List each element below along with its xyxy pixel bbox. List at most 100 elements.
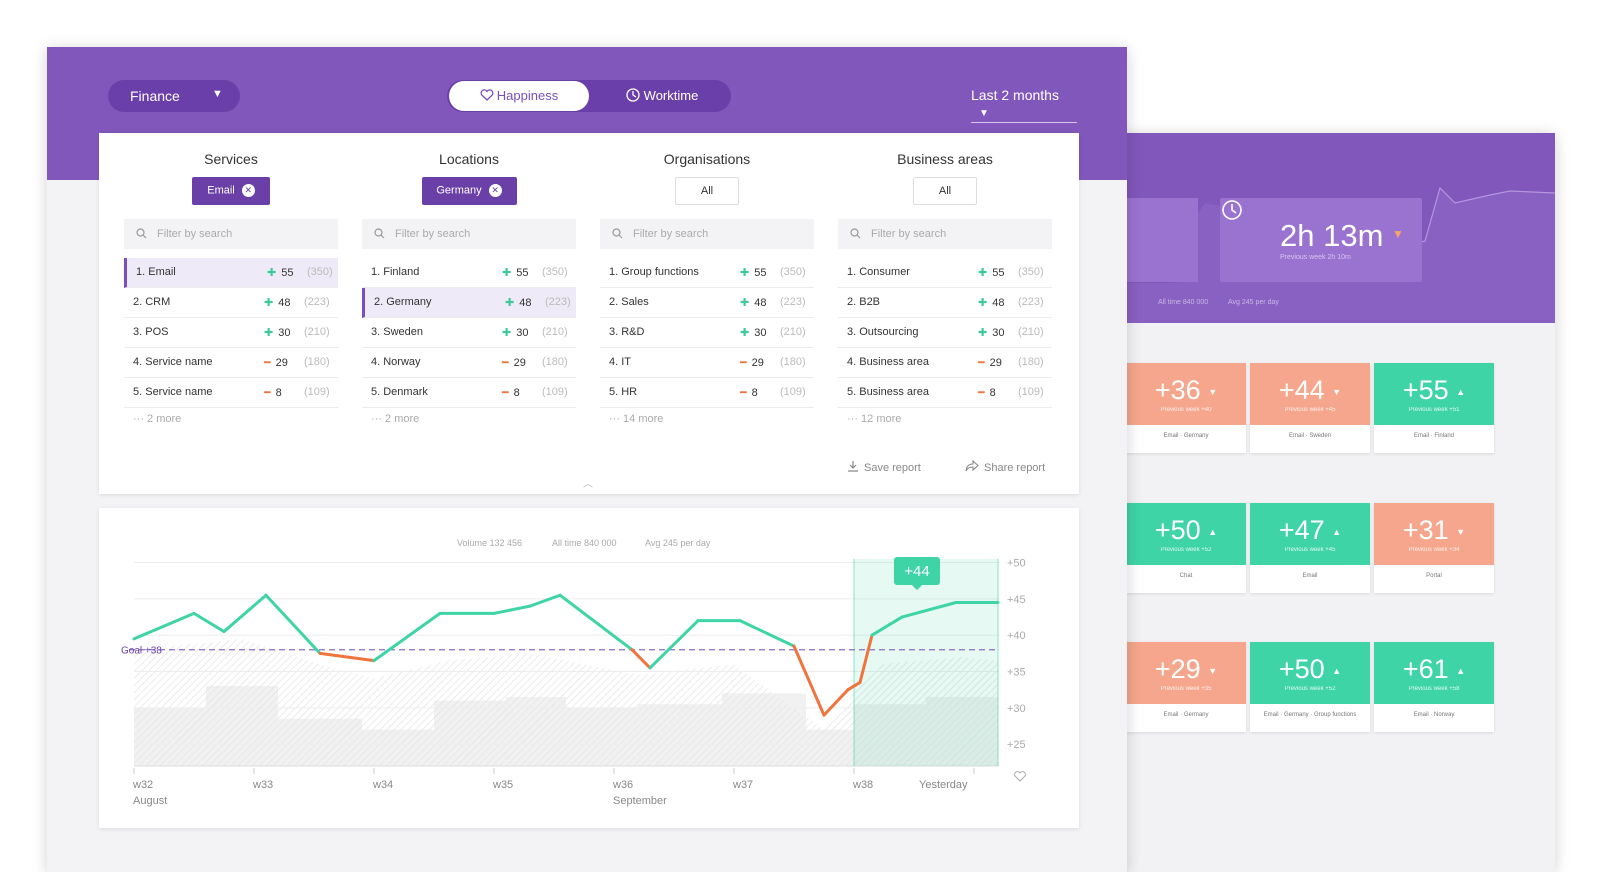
filter-list-item[interactable]: 1. Finland ✚ 55 (350)	[362, 258, 576, 288]
highlight-badge-label: +44	[904, 563, 929, 580]
filter-item-delta: ✚ 30	[740, 326, 780, 339]
all-filter-chip[interactable]: All	[913, 177, 977, 205]
caret-up-icon: ▲	[1208, 526, 1218, 537]
filter-list-item[interactable]: 4. Business area ━ 29 (180)	[838, 348, 1052, 378]
filter-list-item[interactable]: 3. R&D ✚ 30 (210)	[600, 318, 814, 348]
share-report-button[interactable]: Share report	[965, 459, 1046, 474]
stat-tile[interactable]: +50 ▲ Previous week +52 Chat	[1126, 503, 1246, 593]
stat-tile[interactable]: +44 ▼ Previous week +45 Email · Sweden	[1250, 363, 1370, 453]
filter-item-total: (223)	[545, 296, 571, 308]
filter-item-delta: ✚ 48	[505, 296, 545, 309]
stat-tile[interactable]: +61 ▲ Previous week +58 Email · Norway	[1374, 642, 1494, 732]
stat-tile[interactable]: +55 ▲ Previous week +51 Email · Finland	[1374, 363, 1494, 453]
period-dropdown[interactable]: Last 2 months ▼	[971, 87, 1077, 123]
filter-list-item[interactable]: 4. IT ━ 29 (180)	[600, 348, 814, 378]
minus-icon: ━	[740, 387, 747, 399]
filter-list-item[interactable]: 3. POS ✚ 30 (210)	[124, 318, 338, 348]
filter-item-delta-value: 8	[751, 387, 758, 399]
heart-outline-icon[interactable]	[1014, 771, 1026, 782]
collapse-chevron-icon[interactable]: ︿	[583, 479, 593, 490]
stat-tile[interactable]: +29 ▼ Previous week +35 Email · Germany	[1126, 642, 1246, 732]
department-dropdown[interactable]: Finance ▼	[108, 80, 240, 112]
filter-list-item[interactable]: 5. Service name ━ 8 (109)	[124, 378, 338, 408]
series-line-segment	[318, 651, 376, 663]
show-more-link[interactable]: ··· 14 more	[609, 413, 664, 425]
caret-up-icon: ▲	[1456, 665, 1466, 676]
filter-item-delta: ✚ 30	[978, 326, 1018, 339]
show-more-link[interactable]: ··· 12 more	[847, 413, 902, 425]
filter-search-input[interactable]: Filter by search	[362, 219, 576, 249]
filter-column-title: Services	[204, 151, 258, 167]
filter-list-item[interactable]: 5. Business area ━ 8 (109)	[838, 378, 1052, 408]
all-filter-chip-label: All	[700, 185, 714, 197]
plus-icon: ✚	[978, 297, 988, 309]
x-tick-label: Yesterday	[919, 779, 968, 791]
filter-list-item[interactable]: 4. Service name ━ 29 (180)	[124, 348, 338, 378]
series-line-segment	[264, 593, 322, 655]
filter-item-name: 2. CRM	[133, 296, 171, 308]
filter-item-delta-value: 29	[989, 357, 1002, 369]
filter-list-item[interactable]: 1. Consumer ✚ 55 (350)	[838, 258, 1052, 288]
filter-list-item[interactable]: 1. Group functions ✚ 55 (350)	[600, 258, 814, 288]
stat-tile[interactable]: +31 ▼ Previous week +34 Portal	[1374, 503, 1494, 593]
filter-list-item[interactable]: 5. HR ━ 8 (109)	[600, 378, 814, 408]
filter-search-input[interactable]: Filter by search	[838, 219, 1052, 249]
filter-list-item[interactable]: 3. Outsourcing ✚ 30 (210)	[838, 318, 1052, 348]
filter-search-input[interactable]: Filter by search	[600, 219, 814, 249]
series-line-segment	[822, 688, 850, 717]
share-report-label: Share report	[984, 462, 1046, 474]
show-more-link[interactable]: ··· 2 more	[133, 413, 182, 425]
stat-tile[interactable]: +50 ▲ Previous week +52 Email · Germany …	[1250, 642, 1370, 732]
filter-list-item[interactable]: 5. Denmark ━ 8 (109)	[362, 378, 576, 408]
series-line-segment	[132, 611, 196, 641]
filter-item-total: (350)	[542, 266, 568, 278]
stat-tile-header: +50 ▲ Previous week +52	[1250, 642, 1370, 704]
series-line-segment	[630, 648, 652, 670]
worktime-value: 2h 13m	[1280, 218, 1384, 253]
filter-item-delta-value: 48	[519, 297, 532, 309]
show-more-link[interactable]: ··· 2 more	[371, 413, 420, 425]
save-report-button[interactable]: Save report	[847, 460, 921, 474]
remove-filter-icon[interactable]: ✕	[488, 184, 502, 197]
selected-filter-chip[interactable]: Email ✕	[192, 177, 270, 205]
tab-worktime[interactable]: Worktime	[597, 81, 727, 111]
filter-search-input[interactable]: Filter by search	[124, 219, 338, 249]
stat-tile-label: Chat	[1179, 573, 1193, 579]
filter-item-total: (180)	[304, 356, 330, 368]
filter-item-delta: ━ 8	[740, 386, 780, 399]
filter-list-item[interactable]: 2. CRM ✚ 48 (223)	[124, 288, 338, 318]
plus-icon: ✚	[505, 297, 515, 309]
filter-item-name: 2. B2B	[847, 296, 881, 308]
filter-search-placeholder: Filter by search	[157, 228, 233, 240]
filter-item-name: 2. Germany	[374, 296, 432, 308]
worktime-stat-card[interactable]: 2h 13m ▼ Previous week 2h 10m	[1220, 198, 1422, 282]
filter-item-delta: ✚ 48	[264, 296, 304, 309]
stat-tile[interactable]: +47 ▲ Previous week +45 Email	[1250, 503, 1370, 593]
y-tick-label: +40	[1007, 630, 1026, 642]
x-tick-label: w36	[612, 779, 633, 791]
filter-item-delta: ✚ 30	[502, 326, 542, 339]
volume-area	[134, 638, 998, 766]
filter-list-item[interactable]: 4. Norway ━ 29 (180)	[362, 348, 576, 378]
filter-item-total: (350)	[1018, 266, 1044, 278]
happiness-chart-card: Volume 132 456 All time 840 000 Avg 245 …	[99, 508, 1079, 828]
series-line-segment	[792, 644, 826, 717]
happiness-dashboard-panel: Finance ▼ Happiness Worktime	[47, 47, 1127, 872]
x-tick-label: w35	[492, 779, 513, 791]
stat-tile[interactable]: +36 ▼ Previous week +40 Email · Germany	[1126, 363, 1246, 453]
filter-list-item[interactable]: 2. Sales ✚ 48 (223)	[600, 288, 814, 318]
tab-happiness[interactable]: Happiness	[449, 81, 589, 111]
filter-list-item[interactable]: 2. Germany ✚ 48 (223)	[362, 288, 576, 318]
filter-list-item[interactable]: 3. Sweden ✚ 30 (210)	[362, 318, 576, 348]
filter-list-item[interactable]: 2. B2B ✚ 48 (223)	[838, 288, 1052, 318]
all-filter-chip[interactable]: All	[675, 177, 739, 205]
selected-filter-chip[interactable]: Germany ✕	[421, 177, 517, 205]
filter-item-total: (210)	[1018, 326, 1044, 338]
chart-gridlines	[134, 562, 999, 767]
metric-toggle: Happiness Worktime	[447, 80, 731, 112]
filter-list-item[interactable]: 1. Email ✚ 55 (350)	[124, 258, 338, 288]
tab-worktime-label: Worktime	[643, 88, 699, 103]
minus-icon: ━	[502, 387, 509, 399]
back-dashboard-panel: 2h 13m ▼ Previous week 2h 10m All time 8…	[1110, 133, 1555, 872]
remove-filter-icon[interactable]: ✕	[241, 184, 255, 197]
